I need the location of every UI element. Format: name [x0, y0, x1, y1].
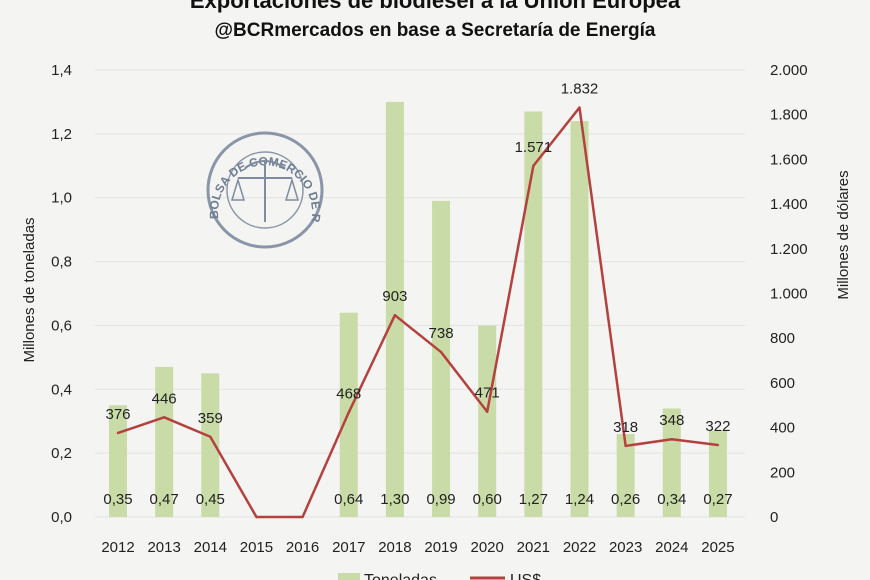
legend-swatch-toneladas — [338, 573, 360, 580]
y-tick-label: 0,6 — [51, 317, 72, 334]
bcr-logo: BOLSA DE COMERCIO DE ROSARIO — [0, 0, 324, 249]
point-usd — [209, 435, 212, 438]
line-data-label: 446 — [152, 390, 177, 407]
line-data-label: 471 — [475, 385, 500, 402]
line-data-label: 322 — [705, 418, 730, 435]
bar-data-label: 1,27 — [519, 491, 548, 508]
point-usd — [716, 443, 720, 447]
bar-data-label: 0,34 — [657, 491, 686, 508]
x-tick-label: 2015 — [240, 539, 273, 556]
bar-data-label: 0,64 — [334, 491, 363, 508]
point-usd — [393, 313, 397, 317]
x-tick-label: 2024 — [655, 539, 688, 556]
x-tick-label: 2019 — [424, 539, 457, 556]
bar-toneladas — [570, 121, 589, 517]
point-usd — [532, 164, 535, 168]
x-tick-label: 2012 — [101, 539, 134, 556]
x-tick-label: 2025 — [701, 539, 734, 556]
point-usd — [347, 411, 350, 414]
y-axis-label: Millones de toneladas — [21, 217, 38, 362]
point-usd — [624, 444, 627, 448]
y2-tick-label: 800 — [770, 330, 795, 347]
bar-data-label: 0,27 — [703, 491, 732, 508]
bar-toneladas — [432, 200, 451, 517]
y-tick-label: 1,2 — [51, 126, 72, 143]
y2-tick-label: 1.600 — [770, 151, 808, 168]
x-tick-label: 2018 — [378, 539, 411, 556]
bar-toneladas — [616, 433, 635, 517]
y-tick-label: 1,4 — [51, 62, 72, 79]
bar-toneladas — [662, 408, 681, 517]
bar-toneladas — [155, 366, 174, 517]
x-tick-label: 2014 — [194, 539, 227, 556]
bar-data-label: 1,30 — [380, 491, 409, 508]
point-usd — [255, 515, 258, 519]
line-usd — [117, 106, 719, 519]
bar-toneladas — [109, 405, 127, 517]
y2-tick-label: 200 — [770, 464, 795, 481]
y-tick-label: 1,0 — [51, 190, 72, 207]
y2-tick-label: 1.000 — [770, 286, 808, 303]
point-usd — [670, 438, 673, 441]
x-tick-label: 2023 — [609, 539, 642, 556]
line-data-label: 1.571 — [515, 139, 553, 156]
bar-toneladas — [201, 373, 220, 517]
legend-label-toneladas: Toneladas — [364, 572, 437, 580]
line-data-label: 318 — [613, 419, 638, 436]
x-tick-label: 2017 — [332, 539, 365, 556]
point-usd — [486, 410, 489, 413]
y2-tick-label: 400 — [770, 420, 795, 437]
y2-tick-label: 1.200 — [770, 241, 808, 258]
line-data-label: 468 — [336, 385, 361, 402]
line-data-label: 738 — [429, 325, 454, 342]
bar-data-label: 0,26 — [611, 491, 640, 508]
point-usd — [301, 515, 304, 519]
y-tick-label: 0,0 — [51, 509, 72, 526]
line-data-label: 376 — [105, 406, 130, 423]
y-tick-label: 0,2 — [51, 445, 72, 462]
line-data-label: 1.832 — [561, 81, 599, 98]
bar-toneladas — [385, 101, 404, 517]
bar-toneladas — [524, 111, 543, 517]
y2-tick-label: 1.400 — [770, 196, 808, 213]
x-tick-label: 2016 — [286, 539, 319, 556]
x-tick-label: 2021 — [517, 539, 550, 556]
y2-tick-label: 600 — [770, 375, 795, 392]
y2-tick-label: 1.800 — [770, 107, 808, 124]
bar-data-label: 0,35 — [103, 491, 132, 508]
bar-toneladas — [478, 325, 497, 517]
x-tick-label: 2022 — [563, 539, 596, 556]
point-usd — [578, 106, 581, 109]
point-usd — [116, 431, 120, 435]
svg-text:BOLSA DE COMERCIO DE ROSARIO: BOLSA DE COMERCIO DE ROSARIO — [0, 0, 323, 223]
line-data-label: 903 — [382, 288, 407, 305]
x-tick-label: 2020 — [471, 539, 504, 556]
y-tick-label: 0,4 — [51, 381, 72, 398]
bar-data-label: 1,24 — [565, 491, 594, 508]
bar-data-label: 0,99 — [426, 491, 455, 508]
y2-tick-label: 2.000 — [770, 62, 808, 79]
legend-label-usd: US$ — [510, 572, 541, 580]
point-usd — [439, 350, 443, 354]
line-data-label: 359 — [198, 410, 223, 427]
bar-data-label: 0,60 — [473, 491, 502, 508]
bar-toneladas — [708, 430, 727, 517]
x-tick-label: 2013 — [147, 539, 180, 556]
y2-tick-label: 0 — [770, 509, 778, 526]
legend: Toneladas US$ — [338, 572, 541, 580]
bar-data-label: 0,47 — [150, 491, 179, 508]
line-data-label: 348 — [659, 412, 684, 429]
chart-title: Exportaciones de biodiesel a la Unión Eu… — [189, 0, 681, 13]
bar-data-label: 0,45 — [196, 491, 225, 508]
y-tick-label: 0,8 — [51, 254, 72, 271]
y2-axis-label: Millones de dólares — [835, 170, 852, 299]
point-usd — [162, 416, 166, 419]
chart-subtitle: @BCRmercados en base a Secretaría de Ene… — [214, 20, 656, 41]
